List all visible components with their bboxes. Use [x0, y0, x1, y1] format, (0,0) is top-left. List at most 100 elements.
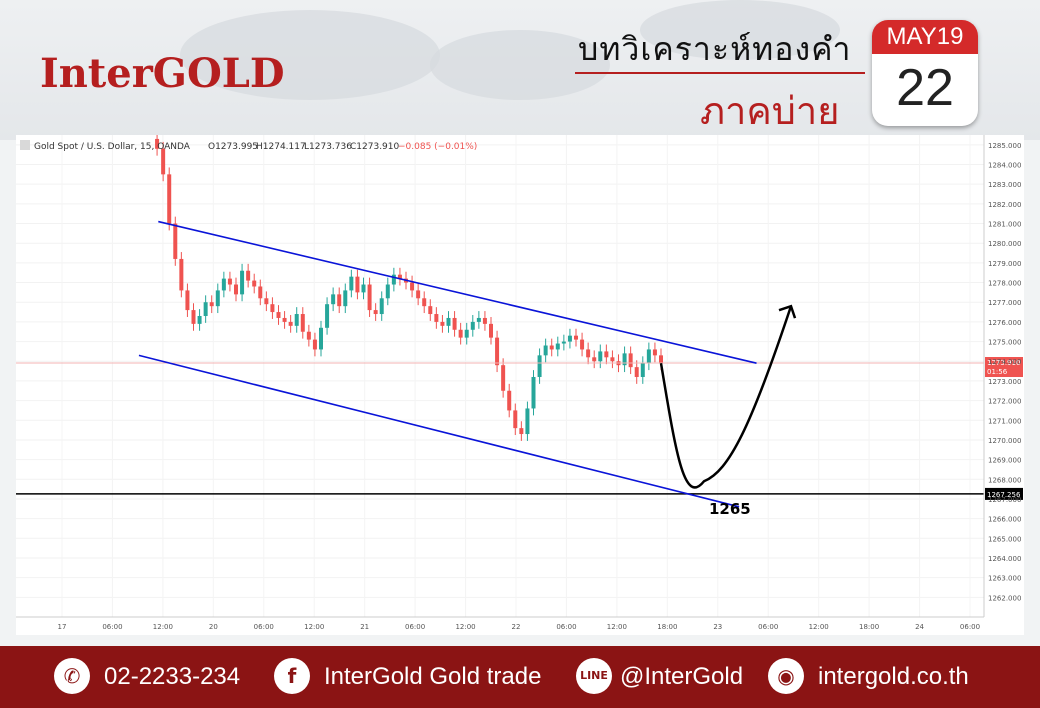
candle-body [416, 290, 421, 299]
time-tick-label: 23 [713, 623, 722, 631]
candle-body [440, 321, 445, 326]
candle-body [476, 317, 481, 322]
candle-body [628, 353, 633, 368]
time-tick-label: 20 [209, 623, 218, 631]
footer-bar: ✆ 02-2233-234 f InterGold Gold trade LIN… [0, 646, 1040, 708]
phone-icon: ✆ [54, 658, 90, 694]
price-tick-label: 1267.000 [988, 496, 1021, 504]
time-tick-label: 18:00 [657, 623, 677, 631]
price-tick-label: 1275.000 [988, 339, 1021, 347]
candle-body [561, 341, 566, 344]
candle-body [215, 290, 220, 307]
countdown-value: 01:56 [987, 368, 1008, 376]
candle-body [337, 294, 342, 307]
candle-body [355, 276, 360, 293]
time-tick-label: 17 [58, 623, 67, 631]
symbol-icon [20, 140, 30, 150]
candle-body [312, 339, 317, 350]
candle-body [221, 278, 226, 291]
time-tick-label: 12:00 [809, 623, 829, 631]
candle-body [373, 310, 378, 315]
price-tick-label: 1268.000 [988, 476, 1021, 484]
facebook-icon: f [274, 658, 310, 694]
time-tick-label: 06:00 [254, 623, 274, 631]
candle-body [234, 284, 238, 295]
candle-body [300, 314, 305, 332]
candle-body [610, 357, 615, 362]
time-tick-label: 12:00 [153, 623, 173, 631]
last-price-value: 1273.910 [987, 359, 1020, 367]
candle-body [549, 345, 554, 350]
candle-body [659, 355, 663, 364]
candle-body [525, 408, 530, 435]
candle-body [197, 315, 202, 324]
footer-website[interactable]: intergold.co.th [818, 663, 969, 690]
candle-body [501, 365, 506, 391]
footer-line[interactable]: @InterGold [620, 663, 744, 690]
price-tick-label: 1273.000 [988, 378, 1021, 386]
candle-body [640, 363, 645, 377]
channel-lower-line [138, 354, 740, 508]
calendar-badge: MAY19 22 [872, 20, 978, 126]
time-tick-label: 24 [915, 623, 924, 631]
page-subtitle: ภาคบ่าย [700, 91, 840, 133]
time-tick-label: 06:00 [758, 623, 778, 631]
price-tick-label: 1284.000 [988, 162, 1021, 170]
price-chart[interactable]: 1273.910 01:56 1267.256 1285.000 1284.000 12… [16, 132, 1024, 635]
price-tick-label: 1263.000 [988, 575, 1021, 583]
candle-body [422, 298, 427, 307]
candle-body [252, 280, 257, 287]
candle-body [452, 317, 457, 330]
candle-body [264, 298, 269, 305]
time-tick-label: 06:00 [960, 623, 980, 631]
price-tick-label: 1281.000 [988, 221, 1021, 229]
legend-high: H1274.117 [256, 142, 306, 152]
price-tick-label: 1277.000 [988, 299, 1021, 307]
chart-grid [16, 135, 984, 617]
candle-body [385, 284, 390, 299]
candle-body [622, 353, 627, 366]
candle-body [294, 314, 299, 326]
candle-body [519, 428, 524, 435]
candle-body [331, 294, 336, 305]
candle-body [282, 317, 287, 322]
legend-symbol: Gold Spot / U.S. Dollar, 15, OANDA [34, 142, 191, 152]
legend-close: C1273.910 [350, 142, 400, 152]
candle-body [155, 138, 160, 149]
legend-open: O1273.995 [208, 142, 258, 152]
price-axis: 1285.000 1284.000 1283.000 1282.000 1281.000… [983, 135, 1021, 617]
candle-body [592, 357, 597, 362]
candle-body [179, 258, 184, 291]
candle-body [391, 274, 396, 285]
price-tick-label: 1283.000 [988, 181, 1021, 189]
candle-body [464, 329, 469, 338]
candle-body [410, 282, 415, 291]
footer-phone[interactable]: 02-2233-234 [104, 663, 241, 690]
candle-body [652, 349, 657, 356]
candle-body [567, 335, 572, 342]
candle-body [203, 302, 208, 316]
price-tick-label: 1276.000 [988, 319, 1021, 327]
price-tick-label: 1282.000 [988, 201, 1021, 209]
candle-body [446, 317, 451, 326]
candle-body [428, 306, 433, 315]
candle-body [574, 335, 578, 340]
candle-body [161, 148, 166, 175]
candle-body [482, 317, 487, 324]
candle-body [458, 329, 463, 338]
price-tick-label: 1278.000 [988, 280, 1021, 288]
candle-body [173, 223, 178, 259]
candle-body [531, 376, 536, 409]
candle-body [167, 174, 172, 224]
candle-body [580, 339, 585, 350]
legend-change: −0.085 (−0.01%) [398, 142, 477, 152]
price-tick-label: 1264.000 [988, 555, 1021, 563]
footer-facebook[interactable]: InterGold Gold trade [324, 663, 542, 690]
candle-body [586, 349, 591, 358]
chart-legend: Gold Spot / U.S. Dollar, 15, OANDA O1273… [20, 140, 477, 152]
candle-body [598, 351, 603, 362]
time-tick-label: 12:00 [455, 623, 475, 631]
globe-icon: ◉ [768, 658, 804, 694]
